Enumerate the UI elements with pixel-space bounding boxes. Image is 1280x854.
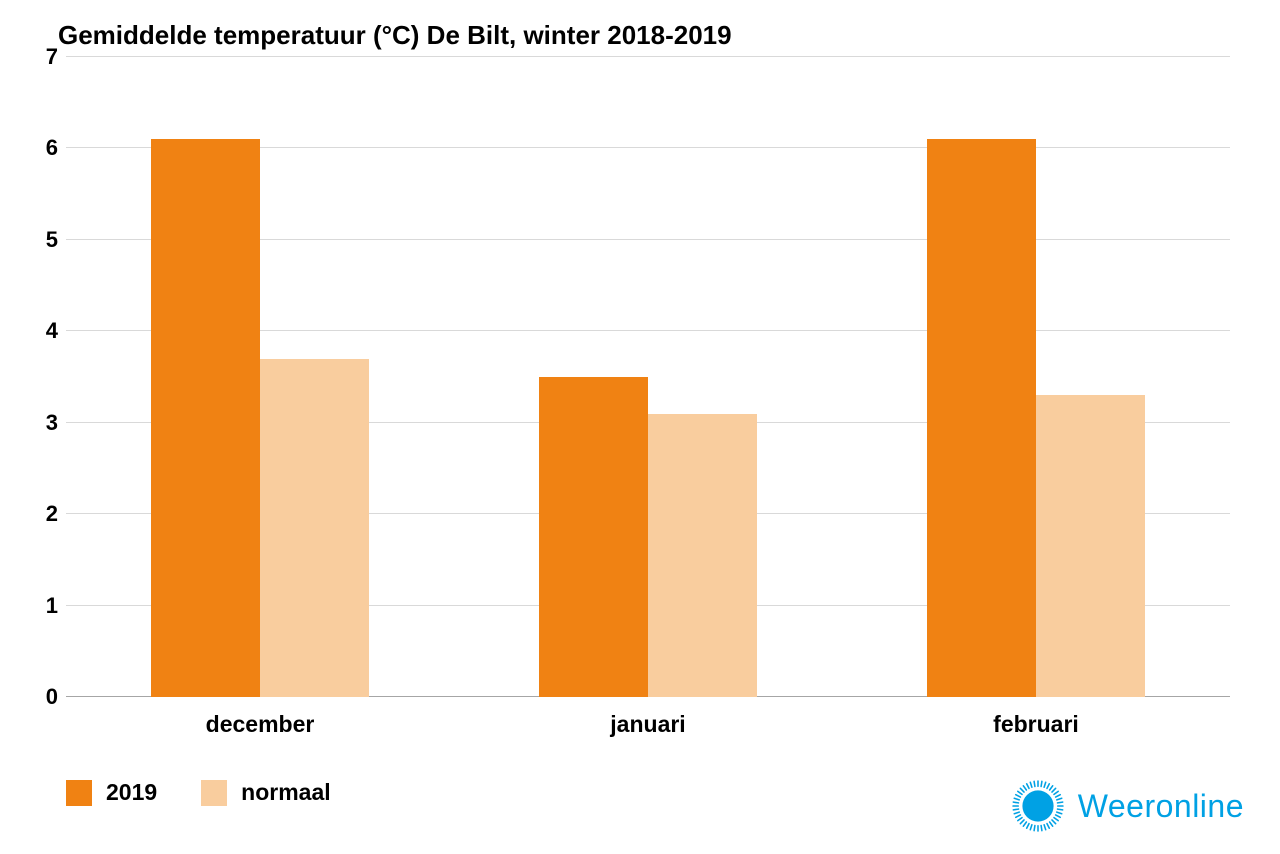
weeronline-icon (1012, 780, 1064, 832)
brand-logo: Weeronline (1012, 780, 1244, 832)
category-labels-row: december januari februari (66, 703, 1230, 751)
category-label: december (206, 711, 315, 738)
y-tick-label: 5 (30, 227, 58, 253)
bar-normaal-december (260, 359, 369, 697)
legend-item: 2019 (66, 779, 157, 806)
y-tick-label: 6 (30, 135, 58, 161)
y-tick-label: 3 (30, 410, 58, 436)
y-tick-label: 2 (30, 501, 58, 527)
legend-swatch (201, 780, 227, 806)
legend-label: normaal (241, 779, 330, 806)
bar-normaal-februari (1036, 395, 1145, 697)
chart-container: Gemiddelde temperatuur (°C) De Bilt, win… (0, 0, 1280, 854)
bars-layer (66, 57, 1230, 697)
brand-text: Weeronline (1078, 788, 1244, 825)
legend-label: 2019 (106, 779, 157, 806)
y-tick-label: 1 (30, 593, 58, 619)
bar-normaal-januari (648, 414, 757, 697)
bar-2019-februari (927, 139, 1036, 697)
plot-area: 01234567 (66, 57, 1230, 697)
bar-2019-december (151, 139, 260, 697)
legend-item: normaal (201, 779, 330, 806)
category-label: februari (993, 711, 1079, 738)
y-tick-label: 0 (30, 684, 58, 710)
category-label: januari (610, 711, 685, 738)
y-tick-label: 7 (30, 44, 58, 70)
legend-swatch (66, 780, 92, 806)
y-tick-label: 4 (30, 318, 58, 344)
bar-2019-januari (539, 377, 648, 697)
chart-title: Gemiddelde temperatuur (°C) De Bilt, win… (58, 20, 1240, 51)
